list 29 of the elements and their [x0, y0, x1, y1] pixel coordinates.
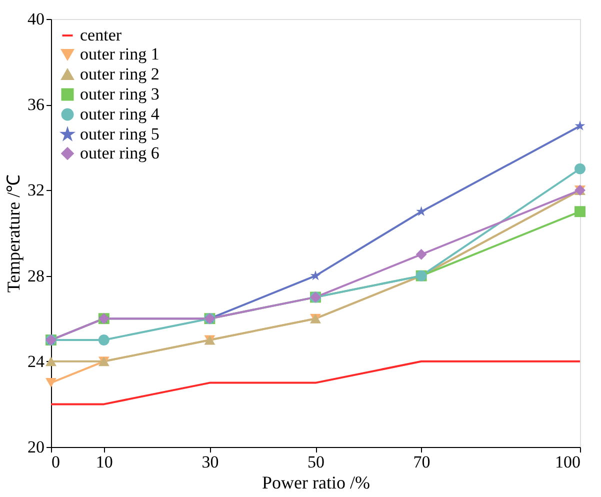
point — [416, 248, 427, 260]
y-tick-label: 40 — [28, 10, 44, 28]
legend-label: center — [80, 26, 122, 44]
x-tick-label: 50 — [308, 452, 324, 472]
point — [574, 163, 586, 174]
y-tick-label: 28 — [28, 266, 44, 286]
x-tick-label: 70 — [413, 452, 430, 472]
point — [46, 378, 56, 388]
point — [310, 270, 321, 280]
legend-label: outer ring 6 — [80, 144, 160, 162]
legend-label: outer ring 5 — [80, 124, 160, 144]
point — [574, 120, 586, 130]
point — [416, 206, 427, 216]
legend-label: outer ring 3 — [80, 84, 160, 104]
x-tick-label: 0 — [52, 452, 60, 472]
point — [574, 206, 586, 218]
y-axis-title: Temperature /℃ — [4, 174, 24, 293]
y-tick-label: 24 — [28, 352, 45, 371]
x-tick-label: 10 — [96, 452, 113, 472]
x-tick-label: 100 — [555, 452, 580, 472]
y-tick-label: 36 — [28, 95, 44, 114]
y-tick-label: 20 — [28, 438, 44, 456]
y-tick-label: 32 — [28, 180, 44, 200]
x-tick-label: 30 — [202, 452, 219, 472]
legend-label: outer ring 4 — [80, 104, 160, 124]
legend-label: outer ring 1 — [80, 44, 160, 64]
legend-label: outer ring 2 — [80, 64, 160, 84]
point — [98, 334, 110, 346]
x-axis-title: Power ratio /% — [262, 472, 370, 492]
